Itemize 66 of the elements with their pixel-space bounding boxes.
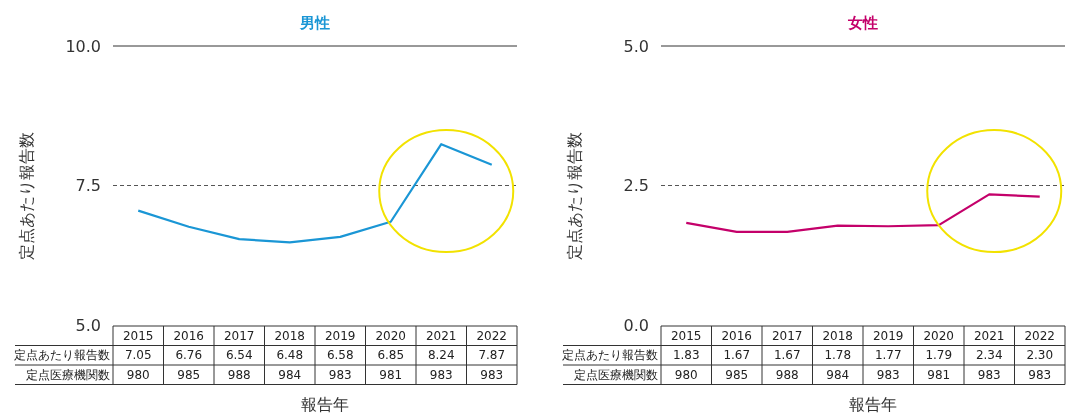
data-label: 8.24 — [427, 348, 455, 363]
data-label: 1.67 — [773, 348, 801, 363]
x-tick-label: 2016 — [721, 328, 753, 343]
x-tick-label: 2016 — [173, 328, 205, 343]
x-tick-label: 2018 — [274, 328, 306, 343]
text: 定点医療機関数 — [574, 367, 658, 382]
data-label: 2.34 — [975, 348, 1003, 363]
x-tick-label: 2015 — [122, 328, 154, 343]
line-series — [685, 193, 1041, 233]
x-tick-label: 2022 — [476, 328, 508, 343]
y-tick-label: 5.0 — [75, 315, 101, 335]
y-tick-label: 0.0 — [623, 315, 649, 335]
text: 定点医療機関数 — [26, 367, 110, 382]
data-label: 6.85 — [377, 348, 405, 363]
data-label: 1.78 — [824, 348, 852, 363]
x-tick-label: 2021 — [425, 328, 457, 343]
data-label: 6.54 — [225, 348, 253, 363]
data-label: 1.67 — [723, 348, 751, 363]
x-tick-label: 2017 — [771, 328, 803, 343]
data-label: 7.87 — [478, 348, 506, 363]
chart-title: 女性 — [847, 14, 878, 32]
text: 定点あたり報告数 — [14, 348, 110, 363]
text: 983 — [328, 367, 352, 382]
text: 984 — [826, 367, 850, 382]
text: 985 — [177, 367, 201, 382]
y-tick-label: 10.0 — [65, 36, 101, 56]
line-series — [137, 143, 493, 244]
text: 983 — [429, 367, 453, 382]
y-tick-label: 7.5 — [75, 176, 101, 196]
data-label: 1.83 — [672, 348, 700, 363]
x-tick-label: 2019 — [324, 328, 356, 343]
text: 983 — [977, 367, 1001, 382]
x-tick-label: 2020 — [923, 328, 955, 343]
y-tick-label: 2.5 — [623, 176, 649, 196]
text: 定点あたり報告数 — [562, 348, 658, 363]
x-tick-label: 2015 — [670, 328, 702, 343]
data-label: 6.58 — [326, 348, 354, 363]
text: 980 — [674, 367, 698, 382]
data-label: 1.77 — [874, 348, 902, 363]
text: 988 — [227, 367, 251, 382]
y-tick-label: 5.0 — [623, 36, 649, 56]
text: 981 — [927, 367, 951, 382]
x-axis-title: 報告年 — [301, 395, 349, 414]
text: 988 — [775, 367, 799, 382]
x-tick-label: 2019 — [872, 328, 904, 343]
text: 984 — [278, 367, 302, 382]
x-tick-label: 2020 — [375, 328, 407, 343]
text: 980 — [126, 367, 150, 382]
text: 981 — [379, 367, 403, 382]
text: 983 — [480, 367, 504, 382]
y-axis-title: 定点あたり報告数 — [17, 131, 36, 260]
text: 983 — [876, 367, 900, 382]
x-tick-label: 2022 — [1024, 328, 1056, 343]
x-tick-label: 2021 — [973, 328, 1005, 343]
text: 983 — [1028, 367, 1052, 382]
data-label: 7.05 — [124, 348, 152, 363]
text: 985 — [725, 367, 749, 382]
data-label: 6.76 — [175, 348, 203, 363]
x-axis-title: 報告年 — [849, 395, 897, 414]
chart-title: 男性 — [299, 14, 330, 32]
data-label: 1.79 — [925, 348, 953, 363]
data-label: 6.48 — [276, 348, 304, 363]
x-tick-label: 2018 — [822, 328, 854, 343]
data-label: 2.30 — [1026, 348, 1054, 363]
y-axis-title: 定点あたり報告数 — [565, 131, 584, 260]
x-tick-label: 2017 — [223, 328, 255, 343]
